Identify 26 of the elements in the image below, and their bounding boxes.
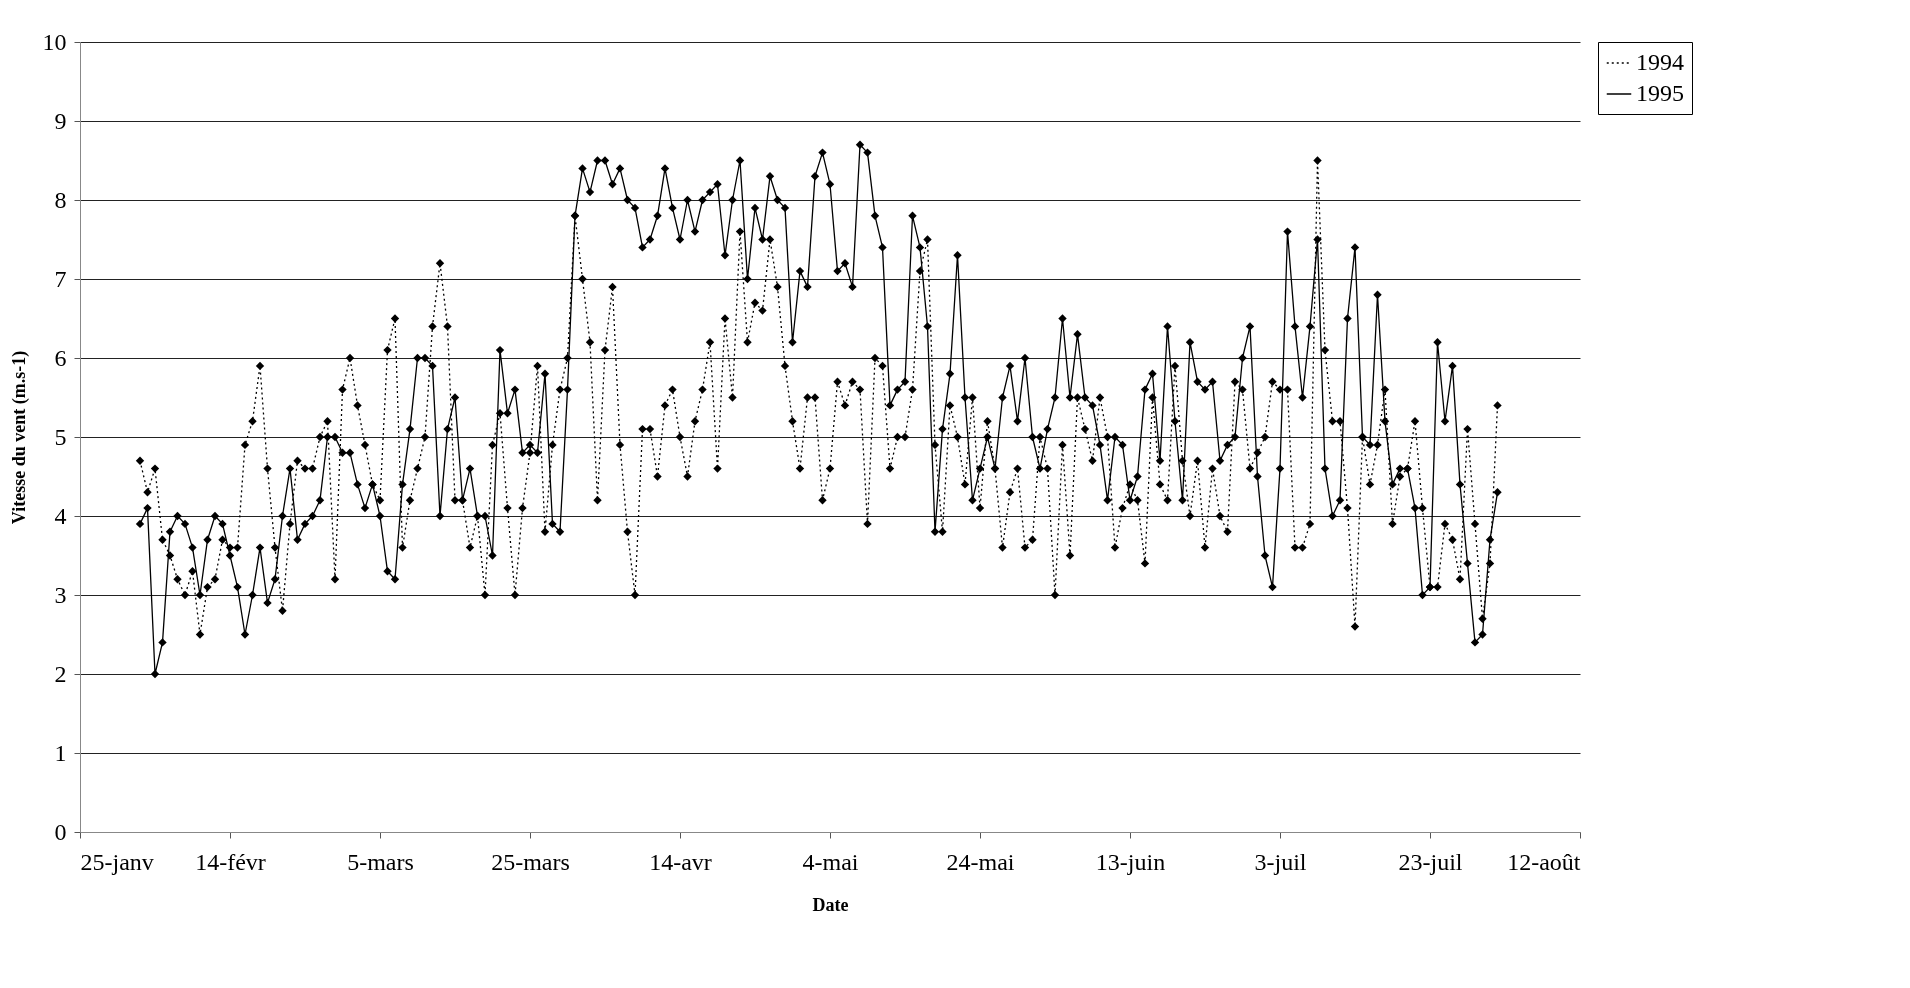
y-tick-label: 2 xyxy=(54,660,67,687)
x-axis-title: Date xyxy=(812,894,849,915)
x-tick-label: 14-avr xyxy=(649,848,712,875)
y-tick-label: 3 xyxy=(54,581,67,608)
legend-label: 1995 xyxy=(1636,80,1684,106)
y-tick-label: 7 xyxy=(54,265,67,292)
x-tick-label: 25-mars xyxy=(491,848,570,875)
y-tick-label: 1 xyxy=(54,739,67,766)
x-tick-label: 5-mars xyxy=(347,848,414,875)
x-tick-label: 4-mai xyxy=(802,848,859,875)
x-tick-label: 13-juin xyxy=(1095,848,1166,875)
y-tick-label: 9 xyxy=(54,107,67,134)
y-tick-label: 0 xyxy=(54,818,67,845)
y-tick-label: 4 xyxy=(54,502,67,529)
x-tick-label: 3-juil xyxy=(1254,848,1307,875)
y-tick-label: 6 xyxy=(54,344,67,371)
x-tick-label: 23-juil xyxy=(1398,848,1463,875)
x-tick-label: 14-févr xyxy=(195,848,266,875)
legend-label: 1994 xyxy=(1636,49,1684,75)
y-tick-label: 10 xyxy=(42,28,67,55)
y-axis-title: Vitesse du vent (m.s-1) xyxy=(8,350,30,525)
x-tick-label: 12-août xyxy=(1507,848,1581,875)
y-tick-label: 8 xyxy=(54,186,67,213)
y-tick-label: 5 xyxy=(54,423,67,450)
x-tick-label: 25-janv xyxy=(80,848,154,875)
x-tick-label: 24-mai xyxy=(946,848,1015,875)
